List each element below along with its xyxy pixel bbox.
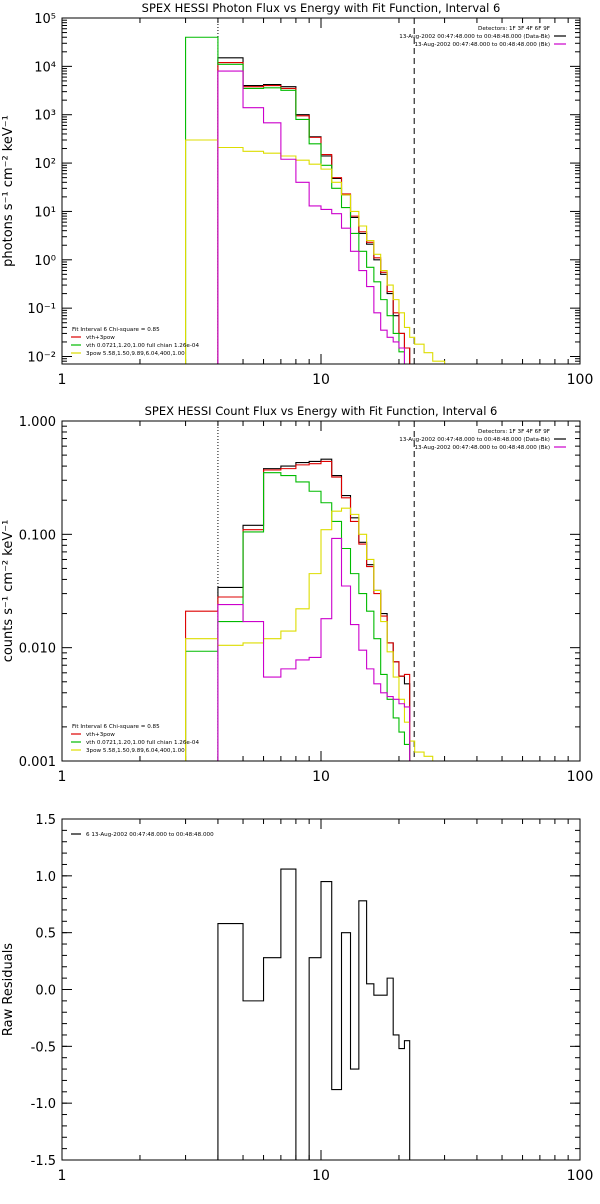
data-series-1 [185, 460, 411, 761]
x-tick-label: 10 [312, 769, 330, 785]
y-tick-label: 10⁴ [34, 60, 56, 75]
y-tick-label: 0.010 [19, 642, 56, 657]
plot-area [185, 18, 446, 364]
panel-photon: SPEX HESSI Photon Flux vs Energy with Fi… [1, 1, 593, 388]
legend-left-label: 3pow 5.58,1.50,9.89,6.04,400,1.00 [86, 748, 185, 754]
data-series-4 [217, 70, 410, 364]
x-tick-label: 10 [312, 372, 330, 388]
y-tick-label: -1.5 [31, 1154, 56, 1169]
data-series-0 [217, 868, 411, 1160]
legend-right-label: 13-Aug-2002 00:47:48.000 to 00:48:48.000… [399, 437, 550, 443]
y-tick-label: 0.001 [19, 755, 56, 770]
y-tick-label: 10² [34, 157, 56, 172]
legend-right-label: 13-Aug-2002 00:47:48.000 to 00:48:48.000… [414, 42, 550, 48]
y-tick-label: 0.5 [35, 927, 56, 942]
data-series-4 [217, 537, 411, 761]
data-series-2 [185, 36, 410, 364]
y-tick-label: 1.0 [35, 870, 56, 885]
legend-left-label: 3pow 5.58,1.50,9.89,6.04,400,1.00 [86, 351, 185, 357]
x-tick-label: 100 [567, 372, 594, 388]
plot-frame [61, 17, 581, 365]
data-series-3 [185, 139, 446, 364]
y-tick-label: 0.100 [19, 528, 56, 543]
legend-left-label: Fit Interval 6 Chi-square = 0.85 [72, 724, 160, 730]
data-series-3 [185, 507, 434, 761]
y-tick-label: -0.5 [31, 1040, 56, 1055]
plot-area [217, 868, 411, 1160]
y-tick-label: 1.000 [19, 415, 56, 430]
y-tick-label: 1.5 [35, 813, 56, 828]
panel-count: SPEX HESSI Count Flux vs Energy with Fit… [1, 404, 593, 785]
x-tick-label: 1 [58, 1168, 67, 1184]
y-tick-label: -1.0 [31, 1097, 56, 1112]
x-tick-label: 1 [58, 372, 67, 388]
x-tick-label: 1 [58, 769, 67, 785]
legend-right-label: 13-Aug-2002 00:47:48.000 to 00:48:48.000… [399, 34, 550, 40]
y-tick-label: 10⁵ [34, 12, 56, 27]
legend-right-label: 13-Aug-2002 00:47:48.000 to 00:48:48.000… [414, 445, 550, 451]
y-tick-label: 10³ [34, 109, 56, 124]
x-tick-label: 10 [312, 1168, 330, 1184]
legend-left-label: vth+3pow [86, 732, 115, 738]
y-axis-label: counts s⁻¹ cm⁻² keV⁻¹ [1, 520, 16, 663]
legend-right-label: Detectors: 1F 3F 4F 6F 9F [478, 429, 550, 435]
x-tick-label: 100 [567, 769, 594, 785]
y-tick-label: 0.0 [35, 984, 56, 999]
legend-left-label: vth+3pow [86, 335, 115, 341]
x-tick-label: 100 [567, 1168, 594, 1184]
legend-left-label: vth 0.0721,1.20,1.00 full chian 1.26e-04 [86, 343, 199, 349]
data-series-2 [185, 472, 411, 761]
legend-left-label: Fit Interval 6 Chi-square = 0.85 [72, 327, 160, 333]
chart-title: SPEX HESSI Count Flux vs Energy with Fit… [145, 404, 498, 418]
legend-left-label: 6 13-Aug-2002 00:47:48.000 to 00:48:48.0… [86, 832, 214, 838]
plot-frame [61, 420, 581, 762]
y-tick-label: 10⁻² [27, 351, 56, 366]
legend-right-label: Detectors: 1F 3F 4F 6F 9F [478, 26, 550, 32]
y-tick-label: 10⁻¹ [27, 302, 56, 317]
plot-frame [61, 818, 581, 1161]
legend-left-label: vth 0.0721,1.20,1.00 full chian 1.26e-04 [86, 740, 199, 746]
y-axis-label: photons s⁻¹ cm⁻² keV⁻¹ [1, 115, 16, 267]
plot-area [185, 421, 434, 761]
y-tick-label: 10⁰ [34, 254, 56, 269]
panel-resid: Raw Residuals 1 10 100 -1.5 -1.0 -0.5 0.0 0.5 1.0… [1, 813, 593, 1184]
chart-title: SPEX HESSI Photon Flux vs Energy with Fi… [142, 1, 501, 15]
y-tick-label: 10¹ [34, 205, 56, 220]
y-axis-label: Raw Residuals [1, 943, 16, 1036]
